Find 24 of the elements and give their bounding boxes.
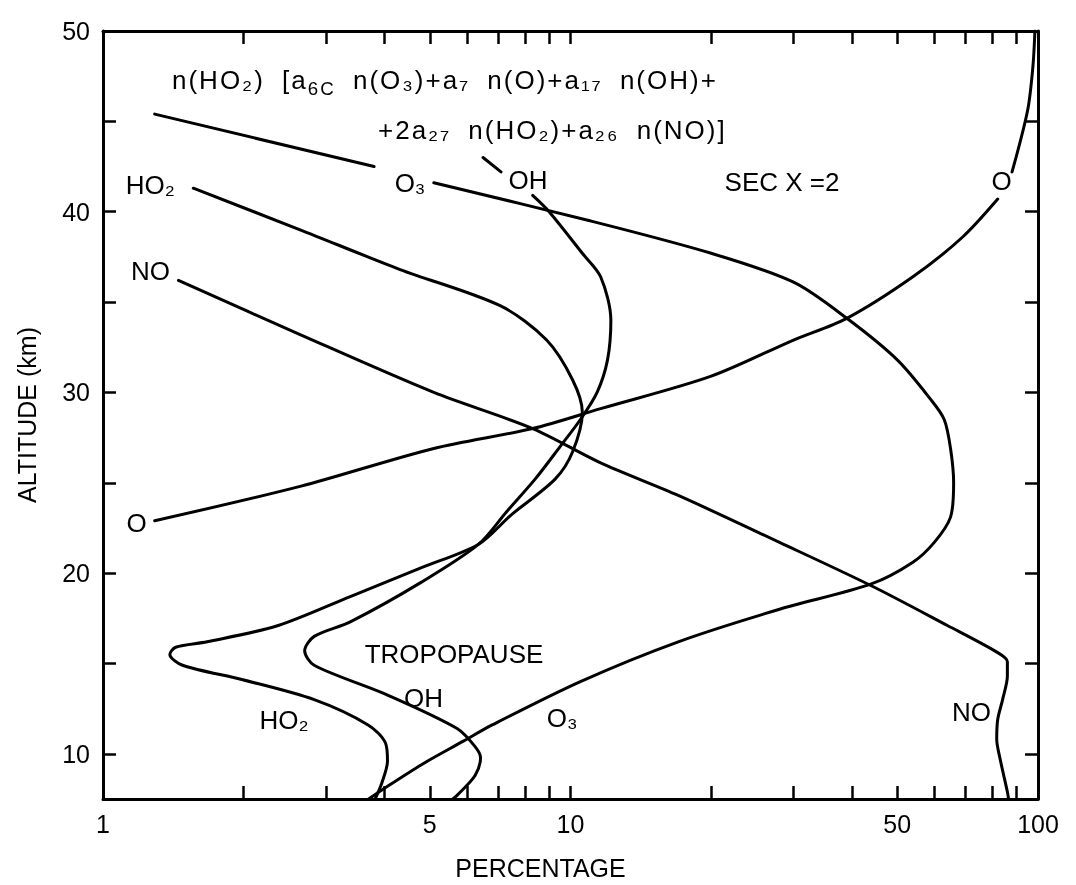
text: NO	[130, 256, 170, 287]
x-tick-label: 10	[556, 809, 585, 838]
series-label: O₃	[546, 702, 578, 734]
y-tick-label: 40	[62, 197, 90, 226]
series-label: NO	[952, 696, 992, 728]
text: HO₂	[125, 170, 175, 201]
text: O₃	[394, 167, 426, 198]
x-tick-label: 1	[96, 809, 110, 838]
y-tick-label: 20	[62, 559, 90, 588]
series-label: O	[991, 166, 1012, 197]
x-axis-title: PERCENTAGE	[455, 853, 626, 882]
series-label: HO₂	[259, 704, 309, 736]
x-tick-label: 100	[1017, 809, 1059, 838]
x-tick-label: 5	[422, 809, 437, 838]
y-tick-label: 50	[62, 17, 90, 45]
x-tick-label: 50	[883, 809, 912, 838]
annotation: n(HO₂) [a$_{6C}$ n(O₃)+a₇ n(O)+a₁₇ n(OH)+ +2a₂₇ n(HO₂)+a₂₆ n(NO)]	[172, 64, 727, 147]
y-axis-title: ALTITUDE (km)	[12, 327, 41, 503]
text: OH	[508, 164, 548, 195]
annotation: SEC X =2	[724, 167, 840, 198]
annotation: TROPOPAUSE	[364, 639, 544, 670]
text: O	[126, 507, 147, 538]
y-tick-label: 10	[62, 739, 90, 768]
y-tick-label: 30	[62, 378, 90, 407]
